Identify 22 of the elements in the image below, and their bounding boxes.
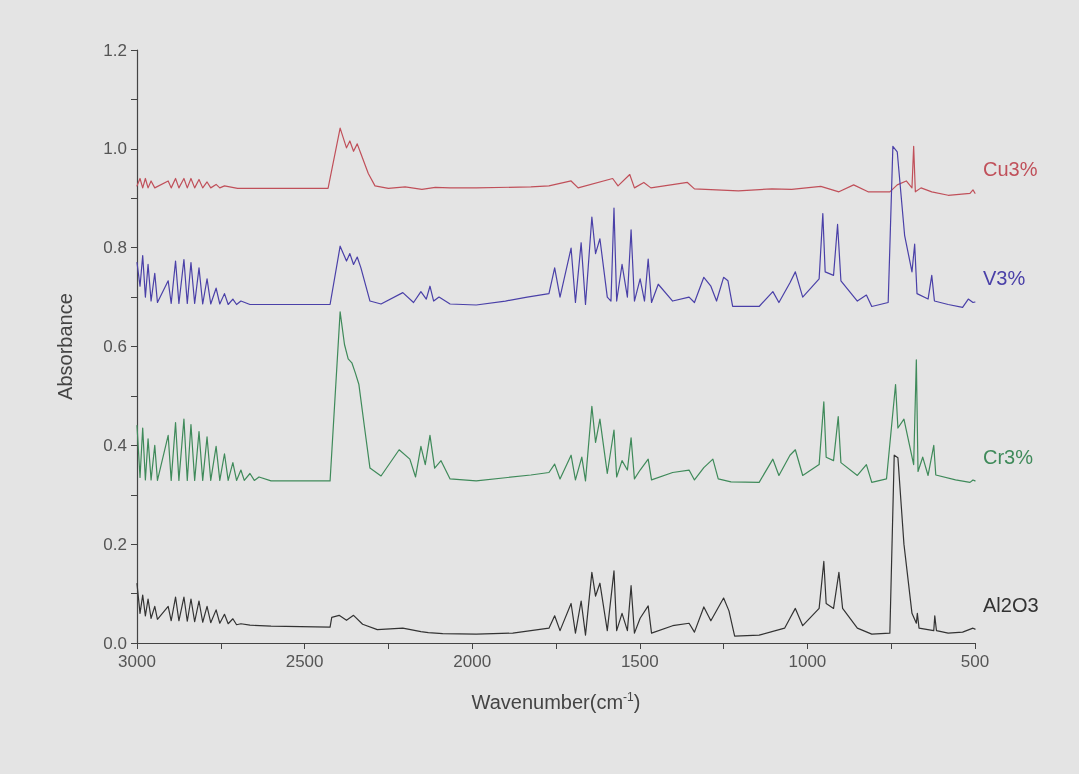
x-tick-label: 3000 bbox=[118, 652, 156, 671]
line-series bbox=[136, 127, 976, 196]
x-tick-label: 1000 bbox=[788, 652, 827, 671]
series-label: Cu3% bbox=[983, 158, 1038, 181]
line-series bbox=[136, 145, 976, 309]
y-tick-label: 1.2 bbox=[103, 40, 127, 60]
y-tick-label: 0.2 bbox=[103, 534, 127, 554]
y-axis-title: Absorbance bbox=[54, 293, 76, 400]
series-label: Al2O3 bbox=[983, 594, 1039, 617]
y-tick-label: 0.6 bbox=[103, 337, 127, 356]
y-tick-label: 1.0 bbox=[103, 139, 127, 159]
y-tick-label: 0.8 bbox=[103, 238, 127, 258]
series-label: Cr3% bbox=[983, 445, 1034, 468]
x-tick-label: 1500 bbox=[620, 652, 659, 671]
y-tick-label: 0.0 bbox=[103, 633, 127, 653]
x-tick-label: 2500 bbox=[285, 652, 324, 671]
line-series bbox=[136, 311, 976, 483]
series-label: V3% bbox=[983, 267, 1026, 290]
x-tick-label: 2000 bbox=[453, 652, 492, 671]
line-series bbox=[136, 454, 976, 637]
y-tick-label: 0.4 bbox=[103, 435, 127, 455]
x-tick-label: 500 bbox=[960, 652, 990, 671]
